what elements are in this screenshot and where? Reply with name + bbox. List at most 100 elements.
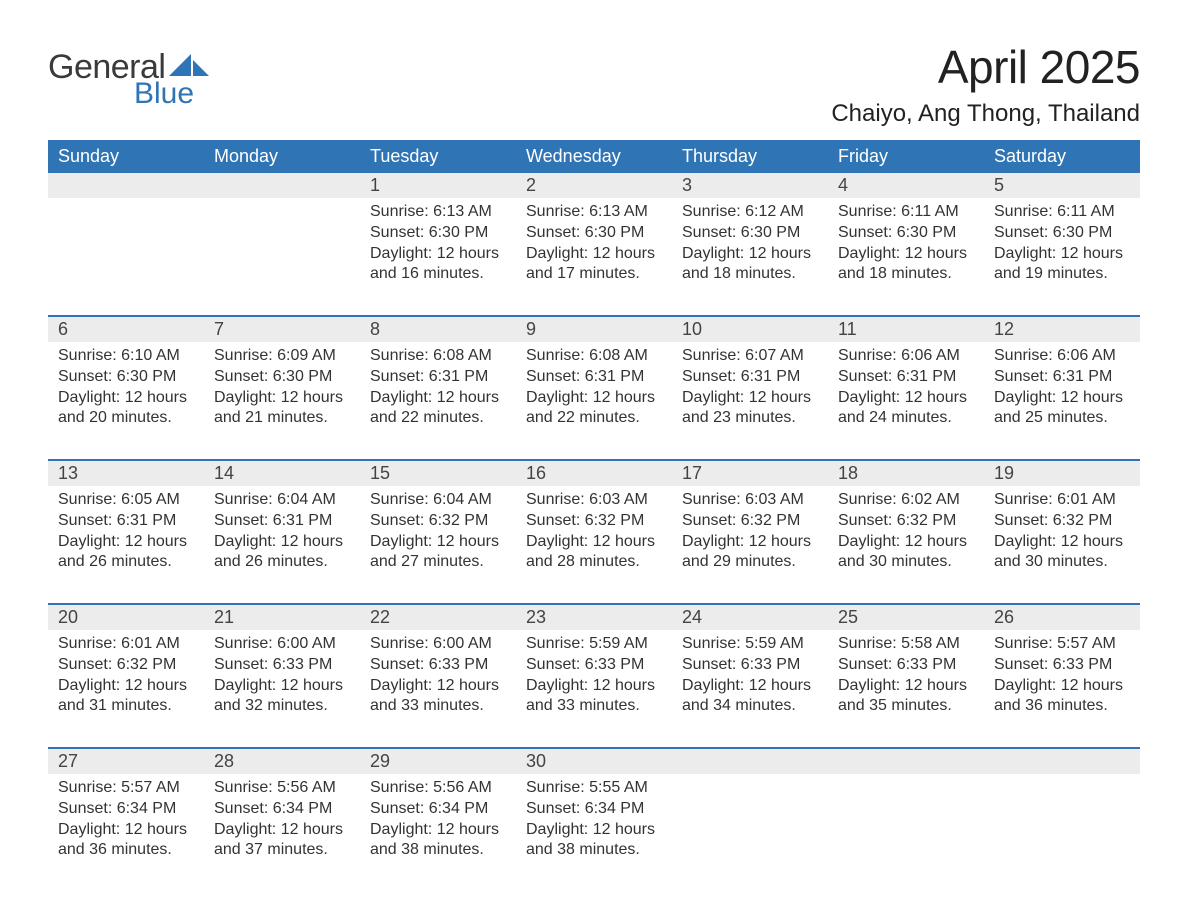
day-detail-cell: Sunrise: 6:06 AMSunset: 6:31 PMDaylight:… — [984, 342, 1140, 460]
daylight-line: Daylight: 12 hours and 36 minutes. — [58, 820, 194, 862]
day-detail-cell: Sunrise: 6:13 AMSunset: 6:30 PMDaylight:… — [516, 198, 672, 316]
sunrise-line: Sunrise: 5:57 AM — [994, 634, 1130, 655]
day-number-cell: 24 — [672, 604, 828, 630]
weekday-header: Wednesday — [516, 140, 672, 173]
day-number-cell: 22 — [360, 604, 516, 630]
sunset-line: Sunset: 6:30 PM — [682, 223, 818, 244]
daylight-line: Daylight: 12 hours and 20 minutes. — [58, 388, 194, 430]
sunrise-line: Sunrise: 6:07 AM — [682, 346, 818, 367]
day-number-cell: 1 — [360, 173, 516, 198]
week-detail-row: Sunrise: 6:10 AM Sunset: 6:30 PM Daylight:… — [48, 342, 1140, 460]
sunrise-line: Sunrise: 6:06 AM — [994, 346, 1130, 367]
day-detail-cell — [672, 774, 828, 892]
sunset-line: Sunset: 6:33 PM — [370, 655, 506, 676]
day-detail-cell: Sunrise: 6:05 AMSunset: 6:31 PMDaylight:… — [48, 486, 204, 604]
sunrise-line: Sunrise: 6:03 AM — [682, 490, 818, 511]
sunrise-line: Sunrise: 5:56 AM — [214, 778, 350, 799]
month-title: April 2025 — [831, 40, 1140, 94]
day-number-cell — [48, 173, 204, 198]
brand-logo: General Blue — [48, 48, 209, 111]
daylight-line: Daylight: 12 hours and 26 minutes. — [58, 532, 194, 574]
sunset-line: Sunset: 6:34 PM — [526, 799, 662, 820]
day-detail-cell: Sunrise: 5:58 AMSunset: 6:33 PMDaylight:… — [828, 630, 984, 748]
week-detail-row: Sunrise: 6:13 AMSunset: 6:30 PMDaylight:… — [48, 198, 1140, 316]
week-detail-row: Sunrise: 6:05 AMSunset: 6:31 PMDaylight:… — [48, 486, 1140, 604]
day-detail-cell: Sunrise: 5:57 AMSunset: 6:33 PMDaylight:… — [984, 630, 1140, 748]
page-header: General Blue April 2025 Chaiyo, Ang Thon… — [48, 40, 1140, 128]
location-text: Chaiyo, Ang Thong, Thailand — [831, 100, 1140, 128]
sunrise-line: Sunrise: 6:00 AM — [214, 634, 350, 655]
daylight-line: Daylight: 12 hours and 38 minutes. — [526, 820, 662, 862]
sunset-line: Sunset: 6:32 PM — [838, 511, 974, 532]
day-number-cell: 20 — [48, 604, 204, 630]
day-number-cell: 14 — [204, 460, 360, 486]
sunset-line: Sunset: 6:34 PM — [214, 799, 350, 820]
day-detail-cell: Sunrise: 6:11 AMSunset: 6:30 PMDaylight:… — [828, 198, 984, 316]
sunrise-line: Sunrise: 5:59 AM — [526, 634, 662, 655]
sunset-line: Sunset: 6:31 PM — [370, 367, 506, 388]
day-detail-cell: Sunrise: 6:09 AMSunset: 6:30 PMDaylight:… — [204, 342, 360, 460]
sunrise-line: Sunrise: 6:11 AM — [838, 202, 974, 223]
day-number-cell: 7 — [204, 316, 360, 342]
week-daynum-row: 6789101112 — [48, 316, 1140, 342]
weekday-header: Sunday — [48, 140, 204, 173]
daylight-line: Daylight: 12 hours and 24 minutes. — [838, 388, 974, 430]
day-detail-cell: Sunrise: 6:00 AMSunset: 6:33 PMDaylight:… — [360, 630, 516, 748]
day-number-cell: 3 — [672, 173, 828, 198]
daylight-line: Daylight: 12 hours and 37 minutes. — [214, 820, 350, 862]
day-detail-cell — [48, 198, 204, 316]
weekday-header: Friday — [828, 140, 984, 173]
day-number-cell: 25 — [828, 604, 984, 630]
day-number-cell: 10 — [672, 316, 828, 342]
day-detail-cell: Sunrise: 5:56 AMSunset: 6:34 PMDaylight:… — [204, 774, 360, 892]
sunrise-line: Sunrise: 6:04 AM — [370, 490, 506, 511]
daylight-line: Daylight: 12 hours and 30 minutes. — [838, 532, 974, 574]
day-number-cell — [204, 173, 360, 198]
sunrise-line: Sunrise: 6:00 AM — [370, 634, 506, 655]
day-detail-cell: Sunrise: 6:07 AMSunset: 6:31 PMDaylight:… — [672, 342, 828, 460]
day-detail-cell: Sunrise: 5:57 AMSunset: 6:34 PMDaylight:… — [48, 774, 204, 892]
daylight-line: Daylight: 12 hours and 18 minutes. — [838, 244, 974, 286]
sunrise-line: Sunrise: 6:11 AM — [994, 202, 1130, 223]
sunset-line: Sunset: 6:32 PM — [682, 511, 818, 532]
sunrise-line: Sunrise: 6:08 AM — [370, 346, 506, 367]
sunrise-line: Sunrise: 6:05 AM — [58, 490, 194, 511]
sunrise-line: Sunrise: 6:10 AM — [58, 346, 194, 367]
day-detail-cell: Sunrise: 6:08 AMSunset: 6:31 PMDaylight:… — [516, 342, 672, 460]
sunset-line: Sunset: 6:33 PM — [526, 655, 662, 676]
day-detail-cell: Sunrise: 6:06 AMSunset: 6:31 PMDaylight:… — [828, 342, 984, 460]
sunset-line: Sunset: 6:30 PM — [214, 367, 350, 388]
daylight-line: Daylight: 12 hours and 27 minutes. — [370, 532, 506, 574]
sunrise-line: Sunrise: 6:01 AM — [994, 490, 1130, 511]
sunrise-line: Sunrise: 5:59 AM — [682, 634, 818, 655]
day-number-cell: 23 — [516, 604, 672, 630]
day-detail-cell: Sunrise: 6:12 AMSunset: 6:30 PMDaylight:… — [672, 198, 828, 316]
daylight-line: Daylight: 12 hours and 26 minutes. — [214, 532, 350, 574]
sunrise-line: Sunrise: 6:03 AM — [526, 490, 662, 511]
daylight-line: Daylight: 12 hours and 38 minutes. — [370, 820, 506, 862]
day-detail-cell — [828, 774, 984, 892]
day-detail-cell — [204, 198, 360, 316]
daylight-line: Daylight: 12 hours and 23 minutes. — [682, 388, 818, 430]
sunset-line: Sunset: 6:31 PM — [58, 511, 194, 532]
daylight-line: Daylight: 12 hours and 34 minutes. — [682, 676, 818, 718]
day-number-cell — [984, 748, 1140, 774]
daylight-line: Daylight: 12 hours and 31 minutes. — [58, 676, 194, 718]
day-number-cell: 13 — [48, 460, 204, 486]
sunset-line: Sunset: 6:31 PM — [526, 367, 662, 388]
sunset-line: Sunset: 6:32 PM — [994, 511, 1130, 532]
calendar-table: SundayMondayTuesdayWednesdayThursdayFrid… — [48, 140, 1140, 892]
week-daynum-row: 20212223242526 — [48, 604, 1140, 630]
sunrise-line: Sunrise: 5:57 AM — [58, 778, 194, 799]
sunset-line: Sunset: 6:32 PM — [526, 511, 662, 532]
day-number-cell: 9 — [516, 316, 672, 342]
sunrise-line: Sunrise: 6:09 AM — [214, 346, 350, 367]
day-number-cell: 18 — [828, 460, 984, 486]
daylight-line: Daylight: 12 hours and 28 minutes. — [526, 532, 662, 574]
daylight-line: Daylight: 12 hours and 35 minutes. — [838, 676, 974, 718]
day-detail-cell: Sunrise: 6:01 AMSunset: 6:32 PMDaylight:… — [984, 486, 1140, 604]
day-number-cell: 27 — [48, 748, 204, 774]
day-number-cell: 12 — [984, 316, 1140, 342]
day-number-cell: 21 — [204, 604, 360, 630]
daylight-line: Daylight: 12 hours and 22 minutes. — [526, 388, 662, 430]
